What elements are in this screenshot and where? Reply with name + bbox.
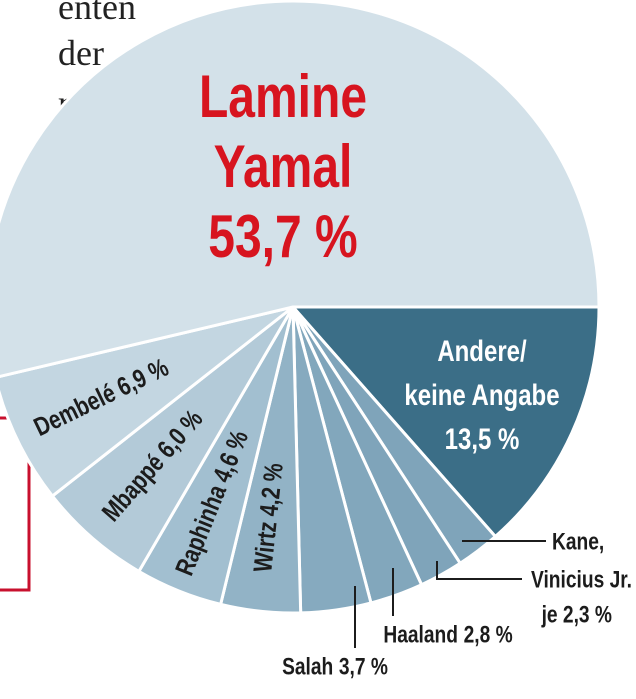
slice-label: Kane, (552, 527, 604, 555)
value-label: 53,7 % (208, 203, 358, 270)
value-label: 4,2 % (254, 462, 288, 518)
article-text: der (58, 33, 104, 73)
category-label: Salah (282, 652, 333, 680)
pie-slice (289, 305, 601, 539)
slice-label: Salah 3,7 % (282, 652, 388, 680)
category-label: Andere/ keine Angabe (404, 335, 560, 412)
value-label: 2,8 % (464, 620, 513, 648)
value-label: 13,5 % (444, 423, 520, 456)
value-label: 3,7 % (339, 652, 388, 680)
category-label: Vinicius Jr. (531, 565, 632, 593)
slice-label: Lamine Yamal 53,7 % (163, 62, 403, 272)
value-label: je 2,3 % (541, 600, 612, 628)
category-label: Wirtz (248, 520, 282, 573)
pie-slice (0, 305, 294, 499)
callout-line (436, 561, 522, 580)
category-label: Haaland (383, 620, 458, 648)
category-label: Kane, (552, 527, 604, 555)
pie-slice (0, 0, 601, 378)
slice-label: Andere/ keine Angabe 13,5 % (386, 330, 578, 462)
slice-label: Wirtz4,2 % (248, 462, 288, 574)
slice-label: Haaland 2,8 % (383, 620, 512, 648)
category-label: Lamine Yamal (198, 63, 368, 200)
slice-label: Vinicius Jr. (531, 565, 632, 593)
article-text: enten (58, 0, 136, 27)
